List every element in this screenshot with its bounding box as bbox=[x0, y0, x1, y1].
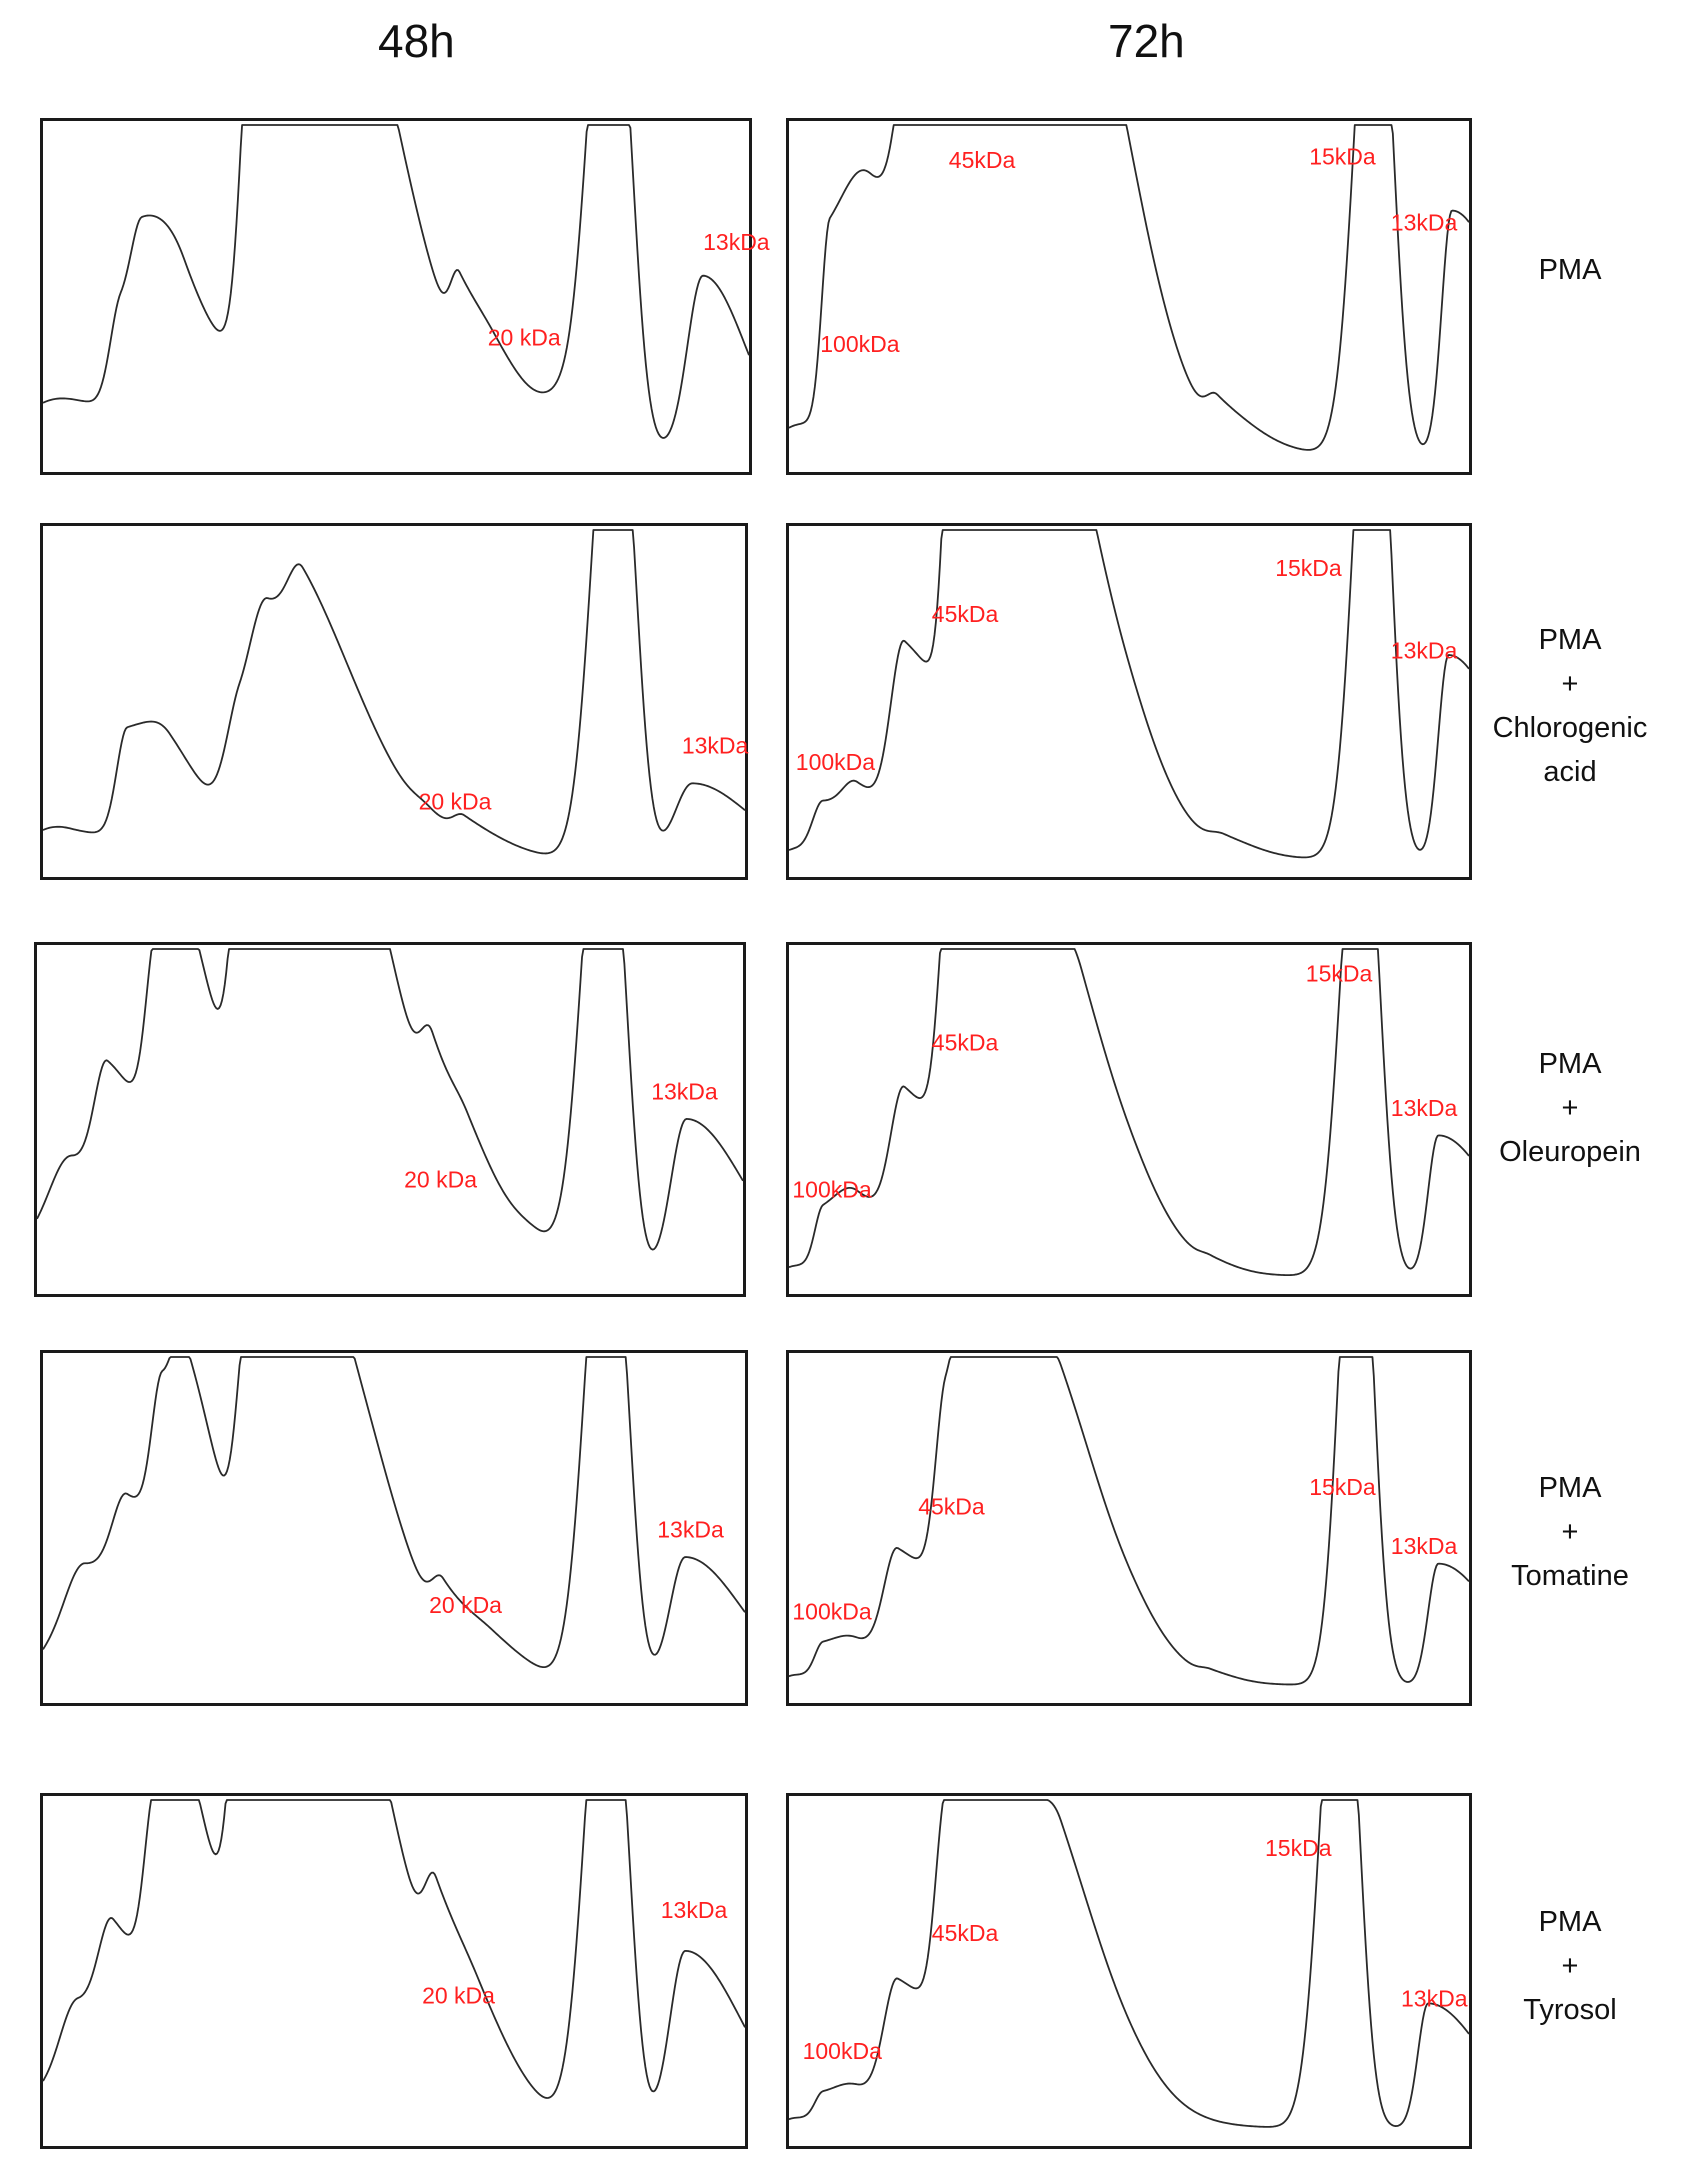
densitometry-trace bbox=[42, 124, 750, 439]
molecular-weight-label: 100kDa bbox=[796, 749, 875, 775]
molecular-weight-label: 20 kDa bbox=[404, 1167, 477, 1193]
molecular-weight-label: 13kDa bbox=[1401, 1986, 1468, 2012]
densitometry-trace bbox=[788, 1799, 1470, 2128]
molecular-weight-label: 45kDa bbox=[932, 601, 999, 627]
row-label-line: + bbox=[1561, 668, 1579, 700]
densitometry-panel-72h-tomatine: 100kDa 45kDa 15kDa 13kDa bbox=[786, 1350, 1472, 1706]
row-label-tyrosol: PMA + Tyrosol bbox=[1460, 1900, 1680, 2032]
row-label-oleuropein: PMA + Oleuropein bbox=[1460, 1042, 1680, 1174]
molecular-weight-label: 13kDa bbox=[1391, 637, 1458, 663]
densitometry-panel-72h-tyrosol: 100kDa 45kDa 15kDa 13kDa bbox=[786, 1793, 1472, 2149]
molecular-weight-label: 15kDa bbox=[1306, 961, 1373, 987]
densitometry-trace bbox=[42, 1356, 746, 1669]
molecular-weight-label: 13kDa bbox=[703, 229, 770, 255]
densitometry-panel-72h-oleuropein: 100kDa 45kDa 15kDa 13kDa bbox=[786, 942, 1472, 1297]
densitometry-trace bbox=[788, 948, 1470, 1277]
densitometry-panel-48h-tomatine: 20 kDa 13kDa bbox=[40, 1350, 748, 1706]
molecular-weight-label: 45kDa bbox=[918, 1493, 985, 1519]
densitometry-trace bbox=[42, 529, 746, 855]
row-label-line: Chlorogenic bbox=[1492, 712, 1648, 744]
molecular-weight-label: 45kDa bbox=[932, 1029, 999, 1055]
molecular-weight-label: 15kDa bbox=[1265, 1835, 1332, 1861]
molecular-weight-label: 100kDa bbox=[803, 2038, 882, 2064]
molecular-weight-label: 20 kDa bbox=[419, 789, 492, 815]
densitometry-trace bbox=[42, 1799, 746, 2099]
densitometry-trace bbox=[788, 124, 1470, 451]
densitometry-panel-48h-tyrosol: 20 kDa 13kDa bbox=[40, 1793, 748, 2149]
molecular-weight-label: 13kDa bbox=[651, 1078, 718, 1104]
molecular-weight-label: 100kDa bbox=[792, 1177, 871, 1203]
densitometry-panel-48h-oleuropein: 20 kDa 13kDa bbox=[34, 942, 746, 1297]
densitometry-trace bbox=[788, 1356, 1470, 1686]
molecular-weight-label: 13kDa bbox=[682, 733, 749, 759]
row-label-line: + bbox=[1561, 1950, 1579, 1982]
densitometry-panel-48h-pma: 20 kDa 13kDa bbox=[40, 118, 770, 475]
densitometry-trace bbox=[788, 529, 1470, 859]
densitometry-plot: 20 kDa 13kDa bbox=[36, 948, 744, 1251]
molecular-weight-label: 20 kDa bbox=[429, 1592, 502, 1618]
densitometry-panel-72h-pma: 100kDa 45kDa 15kDa 13kDa bbox=[786, 118, 1472, 475]
molecular-weight-label: 20 kDa bbox=[422, 1982, 495, 2008]
row-label-line: PMA bbox=[1538, 1472, 1602, 1504]
densitometry-plot: 100kDa 45kDa 15kDa 13kDa bbox=[788, 529, 1470, 859]
molecular-weight-label: 15kDa bbox=[1309, 143, 1376, 169]
column-header-48h: 48h bbox=[378, 15, 455, 67]
row-label-line: PMA bbox=[1538, 624, 1602, 656]
molecular-weight-label: 13kDa bbox=[1391, 1095, 1458, 1121]
row-label-chlorogenic-acid: PMA + Chlorogenic acid bbox=[1460, 618, 1680, 794]
molecular-weight-label: 20 kDa bbox=[488, 324, 561, 350]
densitometry-trace bbox=[36, 948, 744, 1251]
row-label-line: Tyrosol bbox=[1523, 1994, 1617, 2026]
row-label-line: Tomatine bbox=[1511, 1560, 1629, 1592]
molecular-weight-label: 13kDa bbox=[1391, 1533, 1458, 1559]
densitometry-plot: 100kDa 45kDa 15kDa 13kDa bbox=[788, 1356, 1470, 1686]
column-header-72h: 72h bbox=[1108, 15, 1185, 67]
densitometry-panel-48h-chlorogenic: 20 kDa 13kDa bbox=[40, 523, 749, 880]
molecular-weight-label: 45kDa bbox=[949, 147, 1016, 173]
densitometry-plot: 100kDa 45kDa 15kDa 13kDa bbox=[788, 948, 1470, 1277]
densitometry-plot: 20 kDa 13kDa bbox=[42, 1356, 746, 1669]
row-label-line: PMA bbox=[1538, 1048, 1602, 1080]
densitometry-panel-72h-chlorogenic: 100kDa 45kDa 15kDa 13kDa bbox=[786, 523, 1472, 880]
molecular-weight-label: 13kDa bbox=[657, 1516, 724, 1542]
row-label-line: acid bbox=[1543, 756, 1597, 788]
row-label-line: + bbox=[1561, 1516, 1579, 1548]
densitometry-plot: 100kDa 45kDa 15kDa 13kDa bbox=[788, 124, 1470, 451]
molecular-weight-label: 13kDa bbox=[1391, 209, 1458, 235]
molecular-weight-label: 45kDa bbox=[932, 1920, 999, 1946]
densitometry-plot: 20 kDa 13kDa bbox=[42, 124, 770, 439]
row-label-line: + bbox=[1561, 1092, 1579, 1124]
molecular-weight-label: 100kDa bbox=[792, 1598, 871, 1624]
molecular-weight-label: 15kDa bbox=[1309, 1474, 1376, 1500]
row-label-line: Oleuropein bbox=[1499, 1136, 1641, 1168]
row-label-pma: PMA bbox=[1460, 248, 1680, 292]
molecular-weight-label: 13kDa bbox=[661, 1897, 728, 1923]
row-label-line: PMA bbox=[1538, 254, 1602, 286]
densitometry-plot: 20 kDa 13kDa bbox=[42, 1799, 746, 2099]
molecular-weight-label: 100kDa bbox=[820, 331, 899, 357]
densitometry-plot: 100kDa 45kDa 15kDa 13kDa bbox=[788, 1799, 1470, 2128]
molecular-weight-label: 15kDa bbox=[1275, 555, 1342, 581]
row-label-line: PMA bbox=[1538, 1906, 1602, 1938]
densitometry-plot: 20 kDa 13kDa bbox=[42, 529, 749, 855]
row-label-tomatine: PMA + Tomatine bbox=[1460, 1466, 1680, 1598]
